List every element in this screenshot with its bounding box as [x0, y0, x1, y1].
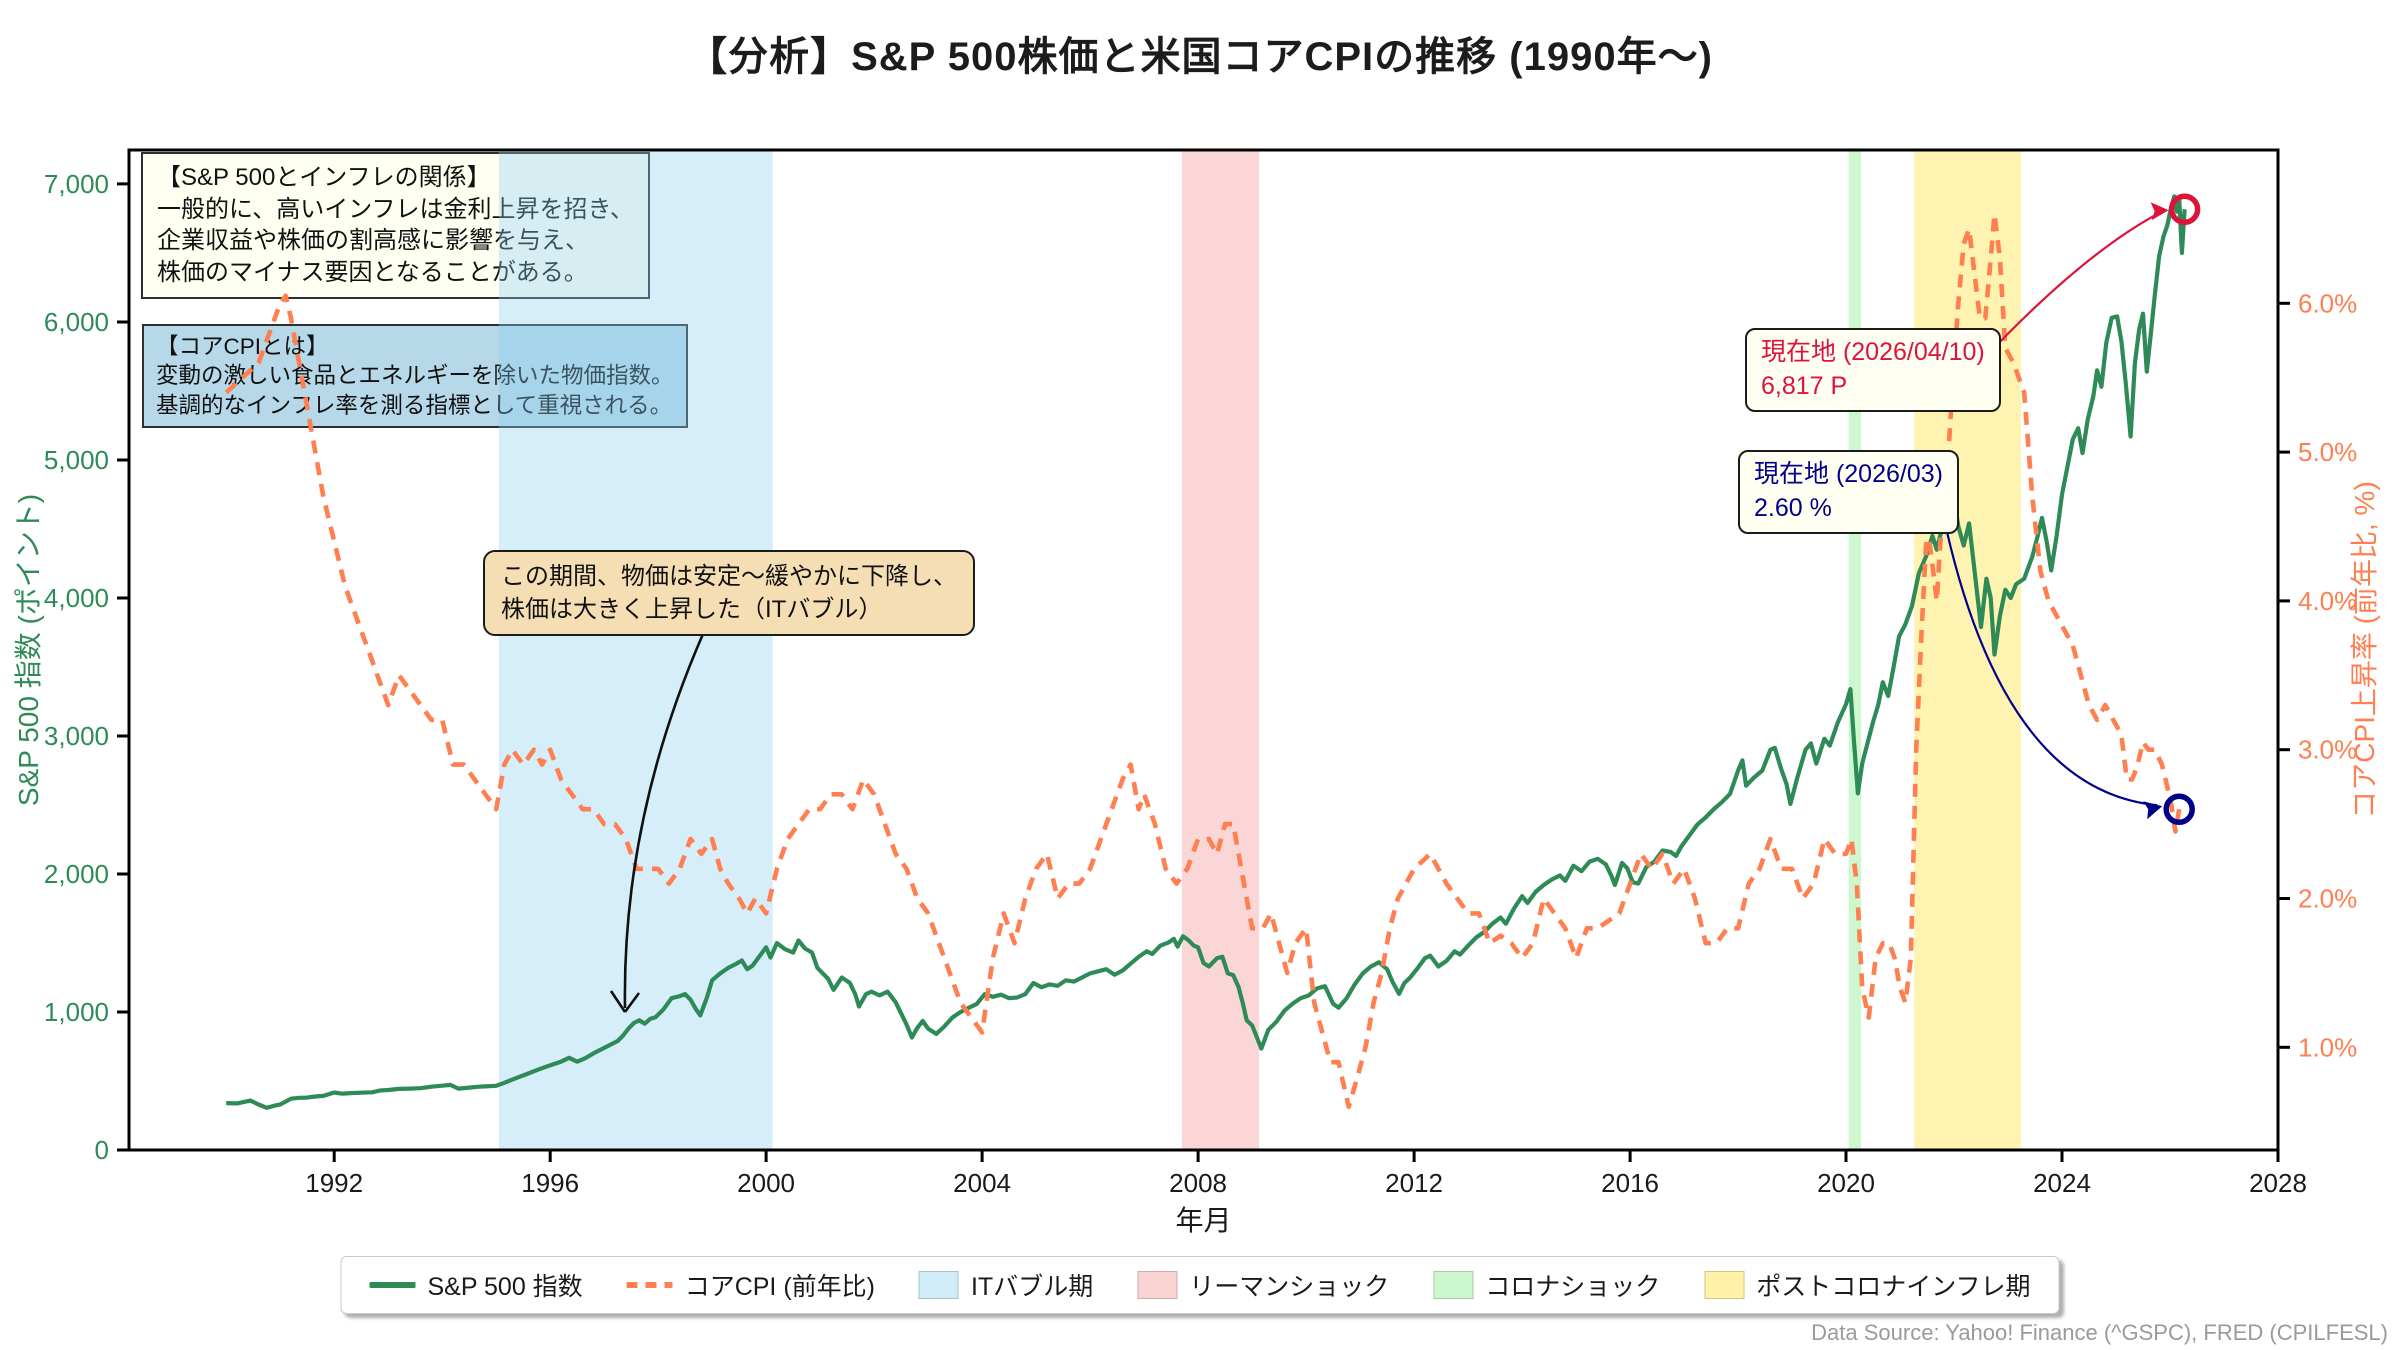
annotation-current-cpi-box: 現在地 (2026/03) 2.60 % — [1738, 450, 1959, 534]
annotation-line: 一般的に、高いインフレは金利上昇を招き、 — [157, 195, 634, 223]
svg-text:2024: 2024 — [2033, 1168, 2091, 1198]
itbubble-patch-icon — [918, 1271, 959, 1299]
svg-text:2016: 2016 — [1601, 1168, 1659, 1198]
svg-text:1992: 1992 — [305, 1168, 363, 1198]
svg-text:6,000: 6,000 — [44, 307, 109, 337]
chart-title: 【分析】S&P 500株価と米国コアCPIの推移 (1990年〜) — [687, 35, 1713, 79]
legend-item-postcorona: ポストコロナインフレ期 — [1704, 1267, 2030, 1303]
data-source-note: Data Source: Yahoo! Finance (^GSPC), FRE… — [1811, 1320, 2388, 1345]
current-cpi-value: 2.60 % — [1754, 493, 1832, 522]
svg-text:5.0%: 5.0% — [2298, 437, 2357, 467]
legend: S&P 500 指数 コアCPI (前年比) ITバブル期 リーマンショック コ… — [340, 1256, 2060, 1314]
legend-item-itbubble: ITバブル期 — [918, 1267, 1093, 1303]
svg-text:コアCPI上昇率 (前年比, %): コアCPI上昇率 (前年比, %) — [2349, 481, 2380, 819]
svg-text:年月: 年月 — [1175, 1205, 1231, 1236]
svg-text:4,000: 4,000 — [44, 583, 109, 613]
legend-item-lehman: リーマンショック — [1137, 1267, 1389, 1303]
annotation-inflation-relation-box: 【S&P 500とインフレの関係】 一般的に、高いインフレは金利上昇を招き、 企… — [141, 152, 650, 299]
legend-item-corecpi: コアCPI (前年比) — [626, 1267, 875, 1303]
svg-text:1996: 1996 — [521, 1168, 579, 1198]
annotation-itbubble-box: この期間、物価は安定〜緩やかに下降し、 株価は大きく上昇した（ITバブル） — [483, 550, 975, 637]
annotation-line: 株価は大きく上昇した（ITバブル） — [501, 596, 883, 624]
legend-item-sp500: S&P 500 指数 — [369, 1267, 583, 1303]
annotation-corecpi-definition-box: 【コアCPIとは】 変動の激しい食品とエネルギーを除いた物価指数。 基調的なイン… — [142, 324, 688, 428]
svg-text:1.0%: 1.0% — [2298, 1032, 2357, 1062]
svg-text:2012: 2012 — [1385, 1168, 1443, 1198]
annotation-line: 企業収益や株価の割高感に影響を与え、 — [157, 227, 589, 255]
svg-text:1,000: 1,000 — [44, 997, 109, 1027]
svg-text:2000: 2000 — [737, 1168, 795, 1198]
annotation-line: この期間、物価は安定〜緩やかに下降し、 — [501, 563, 957, 590]
current-price-date: 現在地 (2026/04/10) — [1761, 338, 1985, 366]
annotation-line: 基調的なインフレ率を測る指標として重視される。 — [156, 392, 673, 418]
svg-text:4.0%: 4.0% — [2298, 586, 2357, 616]
svg-text:2004: 2004 — [953, 1168, 1011, 1198]
corecpi-dashed-swatch-icon — [626, 1282, 673, 1288]
sp500-line-swatch-icon — [369, 1282, 416, 1288]
svg-text:2008: 2008 — [1169, 1168, 1227, 1198]
postcorona-patch-icon — [1704, 1271, 1745, 1299]
svg-text:7,000: 7,000 — [44, 169, 109, 199]
svg-text:S&P 500 指数 (ポイント): S&P 500 指数 (ポイント) — [13, 494, 44, 806]
annotation-title: 【S&P 500とインフレの関係】 — [157, 164, 491, 191]
svg-text:2028: 2028 — [2249, 1168, 2307, 1198]
svg-text:5,000: 5,000 — [44, 445, 109, 475]
annotation-line: 株価のマイナス要因となることがある。 — [157, 259, 588, 287]
svg-text:3,000: 3,000 — [44, 721, 109, 751]
svg-text:2.0%: 2.0% — [2298, 884, 2357, 914]
svg-text:3.0%: 3.0% — [2298, 735, 2357, 765]
svg-text:2020: 2020 — [1817, 1168, 1875, 1198]
corona-patch-icon — [1433, 1271, 1474, 1299]
current-cpi-date: 現在地 (2026/03) — [1754, 460, 1943, 488]
annotation-current-price-box: 現在地 (2026/04/10) 6,817 P — [1745, 328, 2001, 412]
legend-item-corona: コロナショック — [1433, 1267, 1660, 1303]
svg-text:2,000: 2,000 — [44, 859, 109, 889]
lehman-patch-icon — [1137, 1271, 1178, 1299]
current-price-value: 6,817 P — [1761, 371, 1848, 400]
svg-text:6.0%: 6.0% — [2298, 288, 2357, 318]
svg-text:0: 0 — [95, 1135, 109, 1165]
